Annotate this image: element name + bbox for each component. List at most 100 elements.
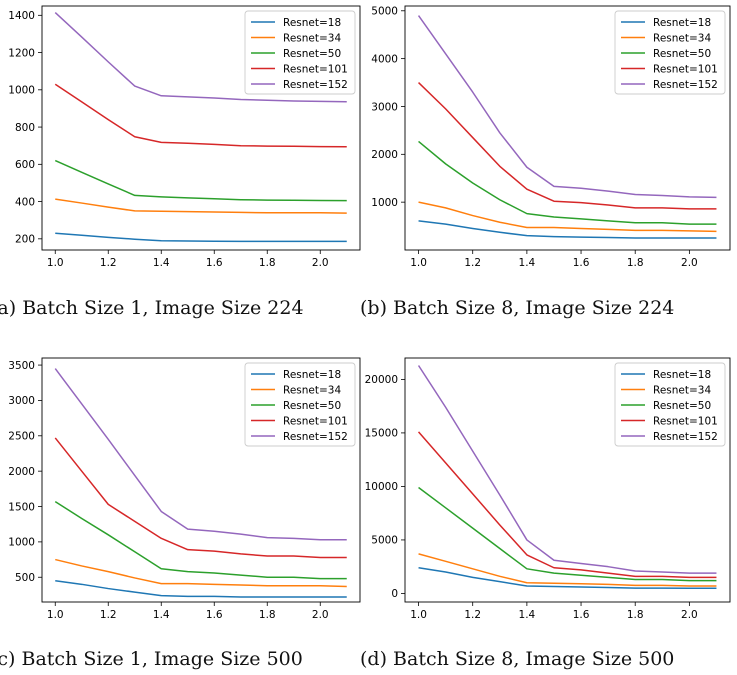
x-tick-label: 1.2 xyxy=(100,609,117,621)
y-tick-label: 2500 xyxy=(8,431,35,443)
legend-label: Resnet=50 xyxy=(283,400,341,412)
legend-label: Resnet=152 xyxy=(653,431,718,443)
series-line xyxy=(418,567,717,590)
x-tick-label: 1.4 xyxy=(519,257,536,269)
legend-label: Resnet=50 xyxy=(653,400,711,412)
y-tick-label: 1500 xyxy=(8,501,35,513)
legend-label: Resnet=18 xyxy=(283,17,341,29)
x-tick-label: 1.2 xyxy=(100,257,117,269)
x-tick-label: 2.0 xyxy=(312,257,329,269)
y-tick-label: 5000 xyxy=(371,535,398,547)
series-line xyxy=(54,159,347,202)
legend-box xyxy=(614,10,726,95)
y-tick-label: 1200 xyxy=(8,47,35,59)
y-tick-label: 800 xyxy=(15,122,35,134)
y-tick-label: 400 xyxy=(15,196,35,208)
y-tick-label: 1000 xyxy=(8,537,35,549)
y-tick-label: 15000 xyxy=(365,428,398,440)
legend-label: Resnet=34 xyxy=(283,32,341,44)
x-tick-label: 1.8 xyxy=(627,257,644,269)
x-tick-label: 1.8 xyxy=(259,257,276,269)
x-tick-label: 1.2 xyxy=(464,257,481,269)
legend-box xyxy=(244,362,356,447)
plot-frame xyxy=(41,5,361,251)
legend-label: Resnet=101 xyxy=(653,63,718,75)
series-line xyxy=(55,232,347,243)
caption-b: (b) Batch Size 8, Image Size 224 xyxy=(360,297,675,319)
y-tick-label: 500 xyxy=(15,572,35,584)
y-tick-label: 1000 xyxy=(371,197,398,209)
legend-label: Resnet=50 xyxy=(653,48,711,60)
y-tick-label: 5000 xyxy=(371,6,398,18)
caption-c: (c) Batch Size 1, Image Size 500 xyxy=(0,648,303,670)
y-tick-label: 10000 xyxy=(365,481,398,493)
series-line xyxy=(54,437,347,559)
series-line xyxy=(54,83,347,148)
y-tick-label: 2000 xyxy=(8,466,35,478)
x-tick-label: 1.0 xyxy=(410,609,427,621)
y-tick-label: 3000 xyxy=(8,395,35,407)
chart-svg: 1.0 1.2 1.4 1.6 1.8 2.0 500 1000 1500 2000 2500 300… xyxy=(8,357,361,621)
legend-label: Resnet=152 xyxy=(283,79,348,91)
chart-panel-b: 1.0 1.2 1.4 1.6 1.8 2.0 1000 2000 3000 4000 5000 Re… xyxy=(363,0,737,280)
y-tick-label: 3500 xyxy=(8,360,35,372)
x-tick-label: 1.4 xyxy=(153,257,170,269)
x-tick-label: 2.0 xyxy=(681,257,698,269)
legend-label: Resnet=152 xyxy=(283,431,348,443)
series-line xyxy=(418,553,717,587)
x-tick-label: 1.6 xyxy=(206,257,223,269)
chart-svg: 1.0 1.2 1.4 1.6 1.8 2.0 1000 2000 3000 4000 5000 Re… xyxy=(371,5,731,269)
x-tick-label: 1.8 xyxy=(259,609,276,621)
legend-box xyxy=(244,10,356,95)
series-line xyxy=(418,201,717,233)
series-line xyxy=(55,558,347,588)
legend-label: Resnet=34 xyxy=(653,384,711,396)
legend-label: Resnet=101 xyxy=(283,63,348,75)
x-tick-label: 1.0 xyxy=(47,257,64,269)
x-tick-label: 1.8 xyxy=(627,609,644,621)
legend-label: Resnet=18 xyxy=(653,369,711,381)
series-line xyxy=(418,140,717,225)
series-line xyxy=(54,368,347,541)
legend-label: Resnet=34 xyxy=(283,384,341,396)
series-line xyxy=(418,486,717,582)
x-tick-label: 1.4 xyxy=(519,609,536,621)
series-line xyxy=(417,431,717,579)
x-tick-label: 1.2 xyxy=(464,609,481,621)
chart-svg: 1.0 1.2 1.4 1.6 1.8 2.0 200 400 600 800 1000 1200 14… xyxy=(8,5,361,269)
legend-label: Resnet=152 xyxy=(653,79,718,91)
x-tick-label: 1.0 xyxy=(410,257,427,269)
series-line xyxy=(417,15,717,199)
legend-label: Resnet=18 xyxy=(653,17,711,29)
x-tick-label: 1.0 xyxy=(47,609,64,621)
chart-panel-c: 1.0 1.2 1.4 1.6 1.8 2.0 500 1000 1500 2000 2500 300… xyxy=(0,352,362,632)
legend-label: Resnet=50 xyxy=(283,48,341,60)
x-tick-label: 1.6 xyxy=(573,257,590,269)
x-tick-label: 1.6 xyxy=(573,609,590,621)
x-tick-label: 2.0 xyxy=(681,609,698,621)
y-tick-label: 0 xyxy=(391,588,398,600)
series-line xyxy=(54,500,347,580)
y-tick-label: 3000 xyxy=(371,101,398,113)
y-tick-label: 20000 xyxy=(365,374,398,386)
plot-frame xyxy=(404,357,731,603)
series-line xyxy=(418,82,717,210)
y-tick-label: 4000 xyxy=(371,53,398,65)
legend-label: Resnet=18 xyxy=(283,369,341,381)
legend-label: Resnet=101 xyxy=(653,415,718,427)
y-tick-label: 200 xyxy=(15,234,35,246)
legend-label: Resnet=34 xyxy=(653,32,711,44)
x-tick-label: 2.0 xyxy=(312,609,329,621)
series-line xyxy=(55,198,347,214)
x-tick-label: 1.4 xyxy=(153,609,170,621)
caption-d: (d) Batch Size 8, Image Size 500 xyxy=(360,648,675,670)
chart-panel-a: 1.0 1.2 1.4 1.6 1.8 2.0 200 400 600 800 1000 1200 14… xyxy=(0,0,362,280)
chart-panel-d: 1.0 1.2 1.4 1.6 1.8 2.0 0 5000 10000 15000 20000 Re… xyxy=(363,352,737,632)
y-tick-label: 1400 xyxy=(8,10,35,22)
plot-frame xyxy=(41,357,361,603)
legend-box xyxy=(614,362,726,447)
chart-svg: 1.0 1.2 1.4 1.6 1.8 2.0 0 5000 10000 15000 20000 Re… xyxy=(365,357,731,621)
y-tick-label: 1000 xyxy=(8,85,35,97)
caption-a: (a) Batch Size 1, Image Size 224 xyxy=(0,297,304,319)
x-tick-label: 1.6 xyxy=(206,609,223,621)
